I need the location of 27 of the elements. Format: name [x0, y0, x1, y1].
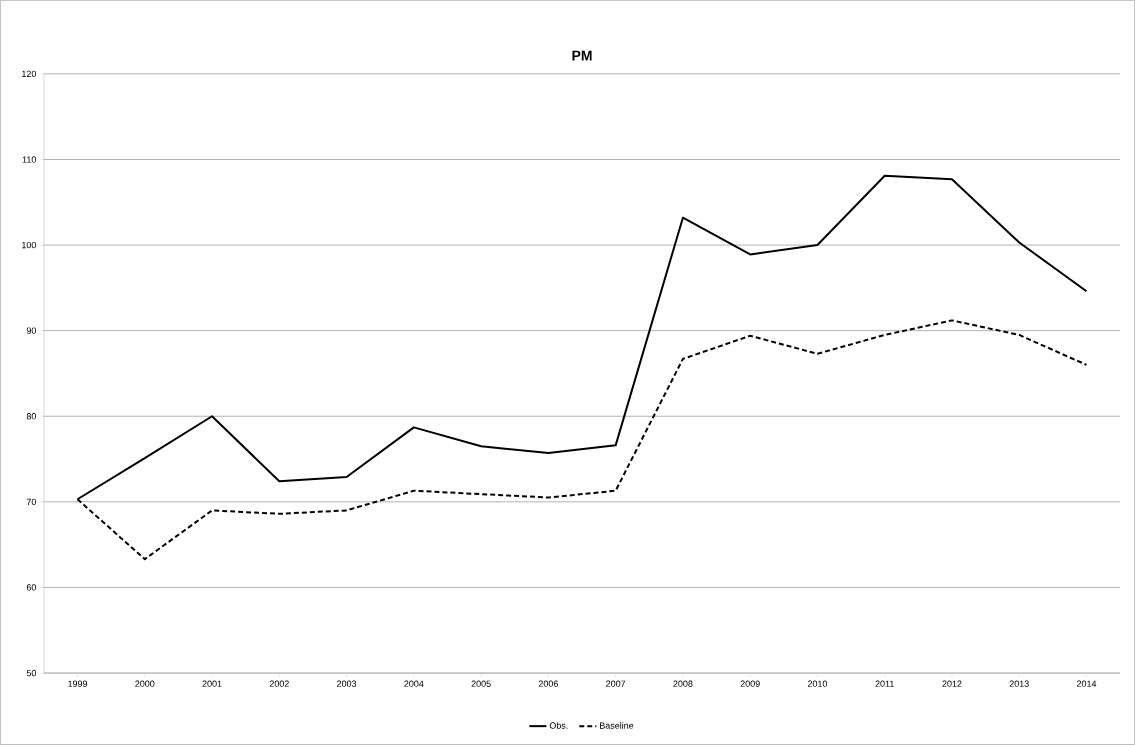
x-tick-label: 2010: [807, 680, 828, 687]
x-tick-label: 2000: [135, 680, 155, 687]
x-tick-label: 2001: [202, 680, 222, 687]
legend-label: Baseline: [600, 722, 634, 729]
x-tick-label: 2013: [1009, 680, 1029, 687]
legend-label: Obs.: [549, 722, 568, 729]
x-tick-label: 2008: [673, 680, 693, 687]
x-tick-label: 2009: [740, 680, 760, 687]
x-tick-label: 2002: [269, 680, 289, 687]
y-tick-label: 50: [26, 669, 37, 677]
y-tick-label: 110: [22, 156, 37, 163]
chart-title: PM: [572, 50, 592, 61]
y-tick-label: 90: [26, 327, 37, 334]
x-tick-label: 2007: [606, 680, 626, 687]
x-tick-label: 2006: [538, 680, 558, 687]
y-tick-label: 60: [26, 584, 37, 591]
y-tick-label: 70: [26, 498, 37, 506]
y-tick-label: 100: [22, 241, 37, 249]
x-tick-label: 2012: [942, 680, 962, 687]
x-tick-label: 2005: [471, 680, 491, 687]
y-tick-label: 80: [26, 413, 37, 420]
x-tick-label: 2014: [1076, 680, 1097, 687]
x-tick-label: 2011: [875, 680, 894, 687]
x-tick-label: 2004: [404, 680, 424, 687]
x-tick-label: 1999: [68, 680, 88, 687]
x-tick-label: 2003: [337, 680, 357, 687]
y-tick-label: 120: [22, 70, 37, 78]
